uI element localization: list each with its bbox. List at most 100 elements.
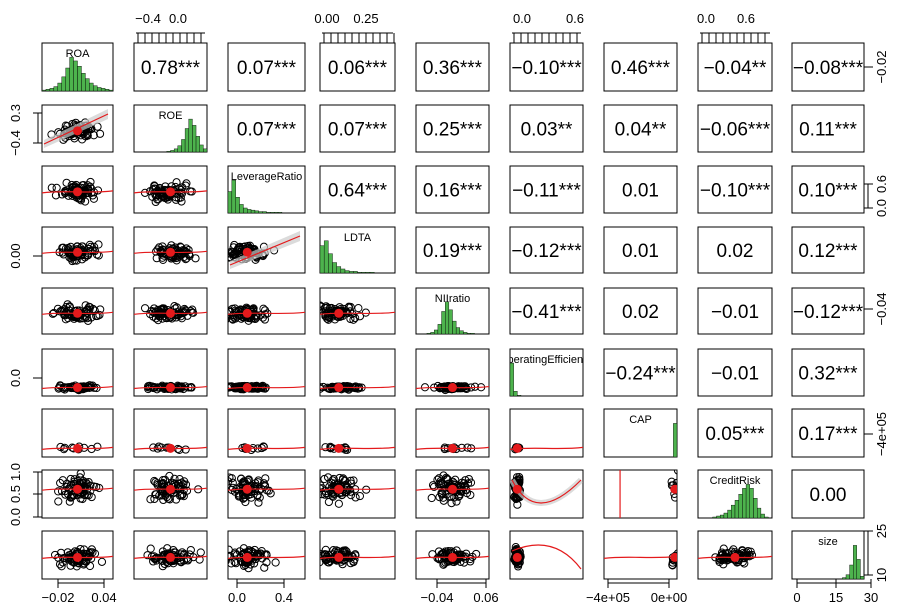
hist-bar-ldta-4 [336,266,342,273]
hist-bar-niiratio-6 [437,324,442,334]
panel-4-8 [791,287,865,335]
scatter-panel-4-2 [228,303,305,325]
left-tick-label: −0.4 [8,130,23,156]
scatter-point [320,551,323,559]
scatter-point [88,548,97,557]
scatter-point [259,479,269,488]
scatter-panel-4-0 [42,300,113,325]
hist-bar-niiratio-10 [452,320,457,334]
mean-point [730,552,740,562]
scatter-point [439,560,448,569]
scatter-point [241,497,250,507]
hist-bar-roe-11 [173,148,178,152]
scatter-point [76,544,85,554]
scatter-panel-1-0 [43,109,109,148]
scatter-point [95,129,105,138]
scatter-point [738,557,747,567]
scatter-point [61,315,70,324]
scatter-point [56,478,65,488]
var-label-leverageratio: LeverageRatio [231,171,303,183]
scatter-point [271,558,280,567]
scatter-point [180,477,189,486]
scatter-point [90,242,99,251]
var-label-niiratio: NIIratio [435,293,470,305]
scatter-point [219,244,226,251]
corr-label-1-7: −0.06*** [700,120,771,141]
panel-7-8 [791,469,865,519]
mean-point [242,552,252,562]
scatter-point [86,182,95,191]
histogram-size [842,545,864,579]
top-tick-label: −0.4 [135,11,161,26]
scatter-point [83,251,93,260]
scatter-panel-7-3 [320,473,395,508]
panel-1-6 [603,104,678,153]
corr-label-0-1: 0.78*** [141,58,201,79]
scatter-panel-7-1 [134,471,207,505]
mean-point [166,308,175,318]
mean-point [670,484,677,494]
bottom-tick-label: 0.06 [473,590,498,605]
scatter-point [354,384,364,393]
scatter-point [715,554,724,563]
scatter-panel-2-0 [42,177,113,206]
scatter-point [143,551,152,560]
scatter-point [355,312,365,321]
scatter-point [228,557,230,565]
histogram-roe [166,118,207,152]
scatter-point [64,310,73,319]
hist-bar-niiratio-9 [448,309,453,334]
scatter-panel-3-1 [134,241,207,265]
scatter-point [435,492,444,502]
hist-bar-size-14 [842,577,847,579]
var-label-roa: ROA [66,48,91,60]
top-tick-label: 0.25 [353,11,378,26]
mean-point [512,443,522,453]
scatter-point [184,250,194,259]
scatter-point [97,557,107,566]
scatter-point [57,306,66,315]
scatter-point [342,482,351,491]
panel-1-5 [509,104,584,153]
top-tick-label: 0.6 [737,11,755,26]
top-tick-label: 0.0 [513,11,531,26]
right-tick-label: −0.02 [874,51,889,84]
scatter-point [70,477,79,486]
top-tick-label: 0.0 [169,11,187,26]
hist-bar-roe-17 [195,136,200,152]
scatter-panel-5-3 [320,381,395,394]
mean-point [166,187,175,197]
scatter-point [320,484,324,493]
mean-point [166,247,175,257]
hist-bar-creditrisk-12 [742,488,747,518]
scatter-point [234,243,244,252]
scatter-point [88,304,98,314]
var-label-operatingefficiency: OperatingEfficiency [499,354,595,366]
scatter-point [79,545,89,554]
hist-bar-roe-12 [177,145,182,152]
scatter-point [85,561,95,571]
scatter-point [171,548,180,557]
hist-bar-ldta-3 [332,262,337,273]
scatter-point [228,382,233,391]
scatter-point [149,443,158,452]
scatter-point [92,311,101,321]
panel-1-4 [415,104,490,153]
scatter-point [155,491,164,500]
scatter-point [181,306,191,315]
hist-bar-ldta-8 [353,271,358,273]
panel-4-6 [603,287,678,335]
fit-line [228,311,305,315]
scatter-point [259,442,268,451]
scatter-point [165,471,174,481]
scatter-point [320,481,325,490]
scatter-point [670,493,677,502]
scatter-panel-7-0 [42,470,113,506]
var-label-roe: ROE [159,110,183,122]
mean-point [512,484,522,494]
mean-point [448,383,457,393]
mean-point [166,552,175,562]
scatter-point [244,564,253,573]
corr-label-0-5: −0.10*** [511,58,582,79]
panel-0-2 [227,42,306,92]
